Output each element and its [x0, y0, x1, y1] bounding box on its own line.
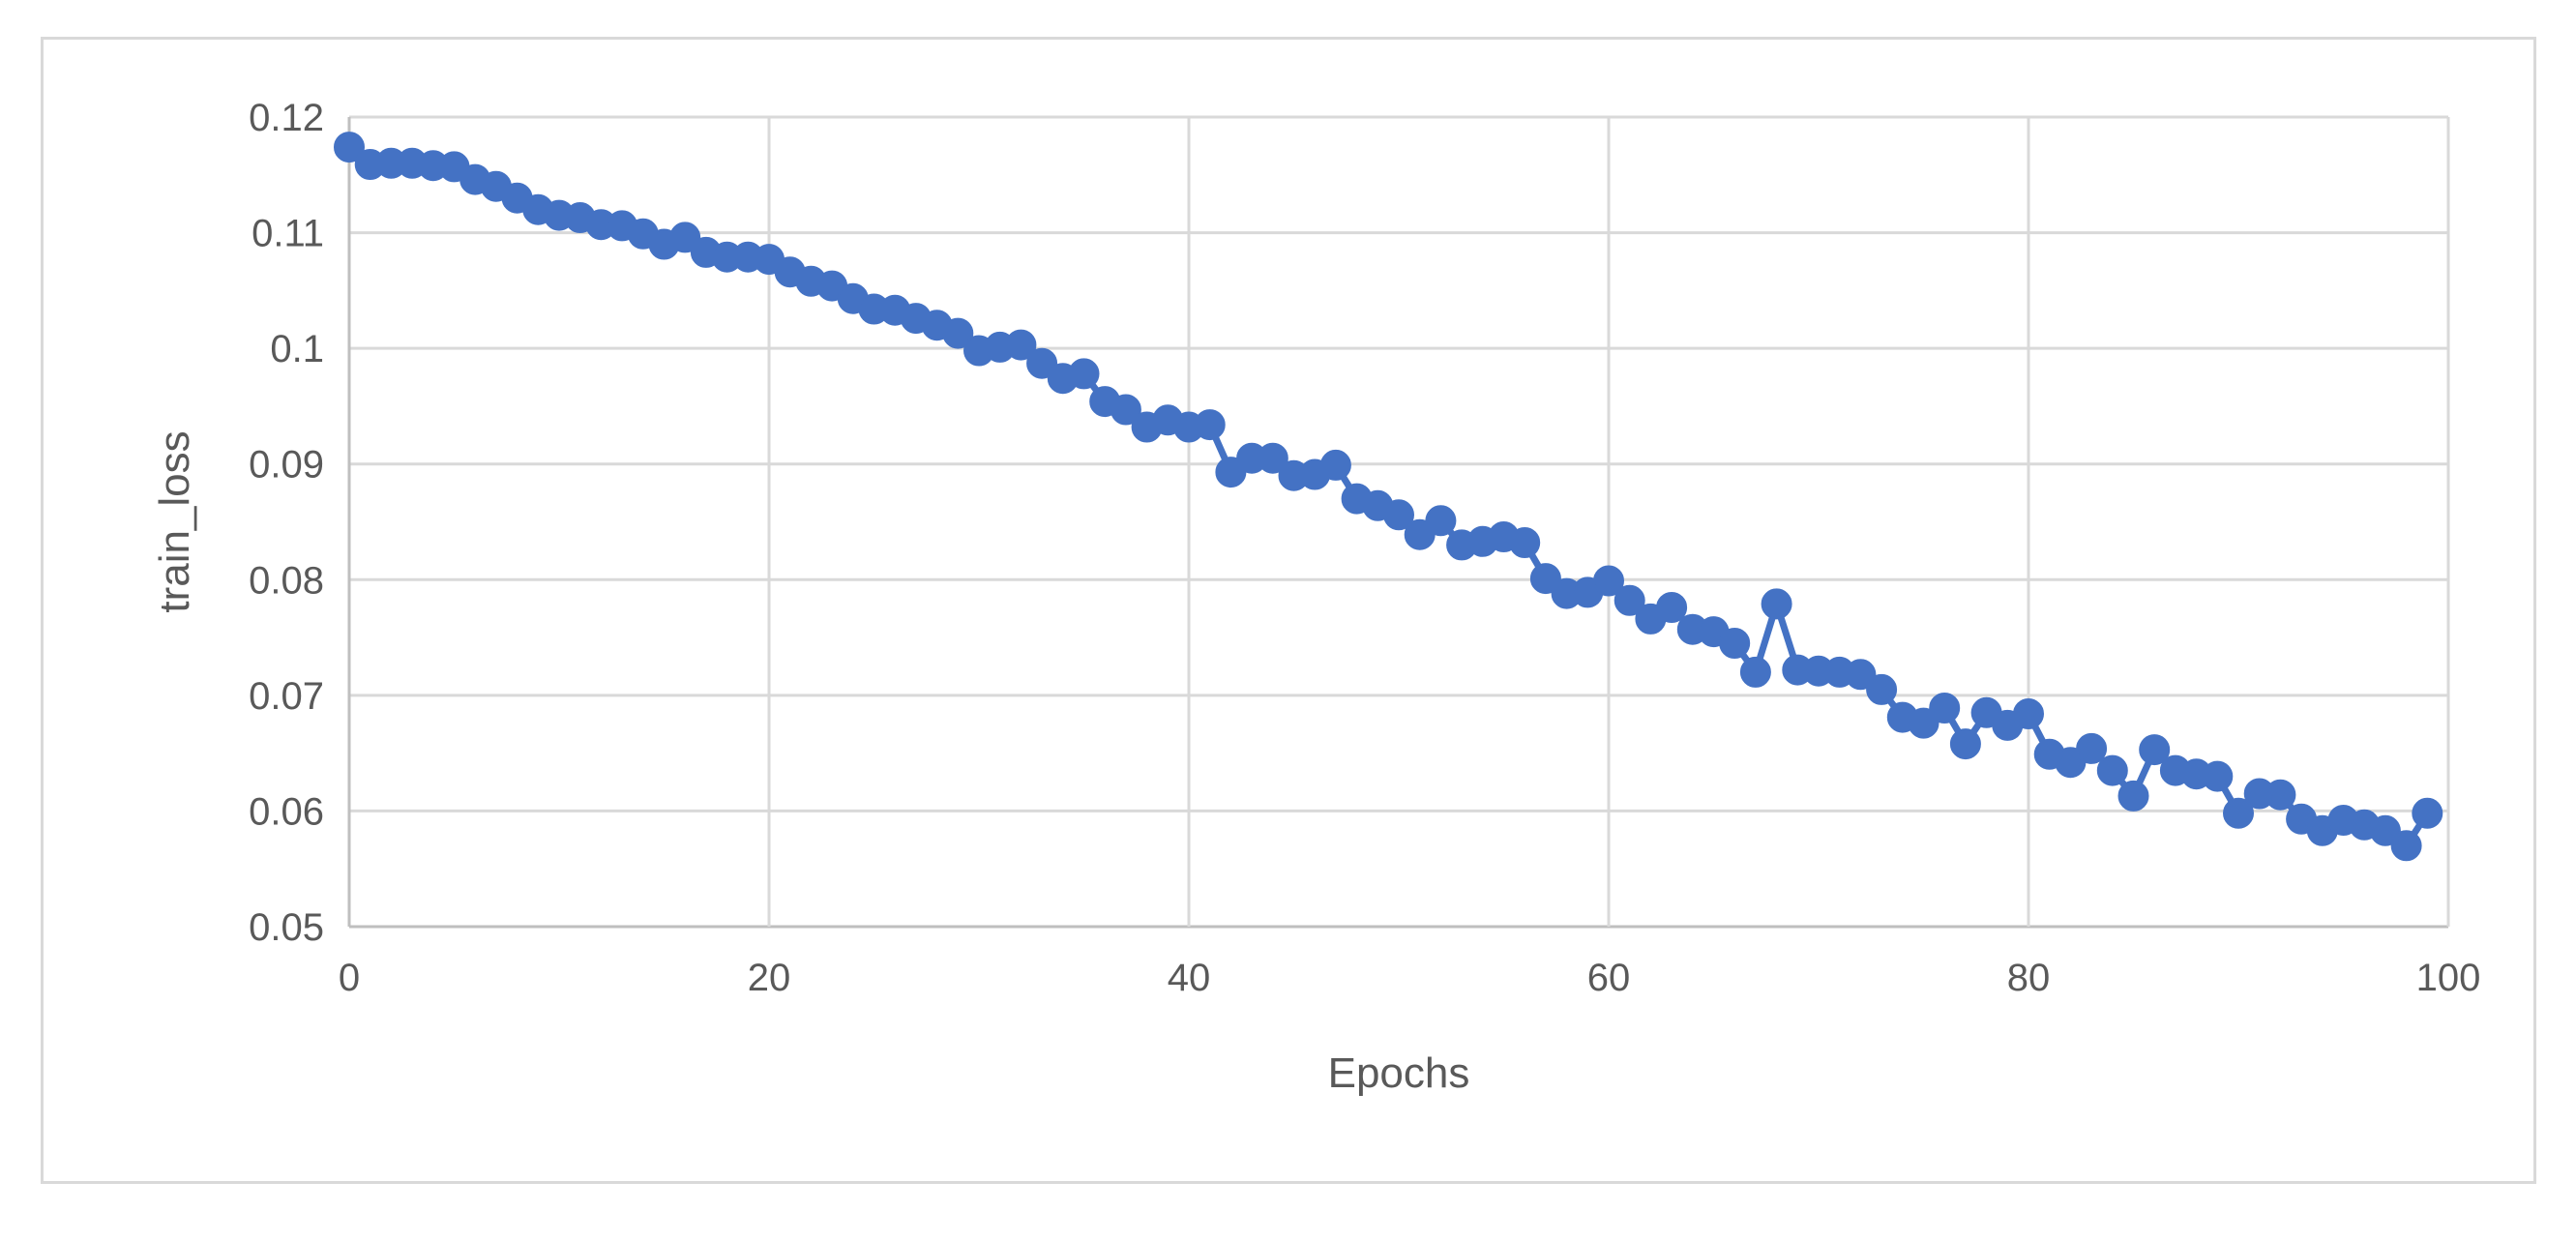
data-point [1026, 347, 1058, 379]
data-point [334, 132, 365, 163]
x-tick-labels: 0 20 40 60 80 100 [339, 957, 2481, 999]
data-point [2202, 760, 2234, 792]
data-point [942, 317, 974, 349]
y-tick-label: 0.11 [252, 213, 324, 255]
x-tick-label: 60 [1587, 957, 1631, 999]
y-tick-label: 0.12 [249, 97, 324, 139]
chart-area: 0.05 0.06 0.07 0.08 0.09 0.1 0.11 0.12 0 20 40 60 80… [41, 37, 2536, 1184]
data-point [1005, 329, 1037, 361]
data-point [1068, 358, 1100, 390]
data-point [2117, 780, 2149, 812]
data-point [2096, 754, 2128, 786]
data-point [2265, 779, 2296, 811]
data-point [1719, 628, 1751, 659]
x-tick-label: 80 [2007, 957, 2051, 999]
data-point [1761, 588, 1792, 620]
data-point [1425, 505, 1457, 537]
data-point [1908, 707, 1939, 739]
y-tick-label: 0.06 [249, 790, 324, 833]
x-axis-title: Epochs [1328, 1049, 1470, 1097]
data-point [2390, 830, 2422, 862]
gridlines [347, 115, 2450, 929]
data-point [1529, 563, 1561, 595]
data-point [2139, 734, 2171, 766]
x-tick-label: 100 [2416, 957, 2481, 999]
series-markers [334, 132, 2443, 862]
y-tick-labels: 0.05 0.06 0.07 0.08 0.09 0.1 0.11 0.12 [249, 97, 324, 949]
data-point [2223, 797, 2254, 829]
data-point [1319, 449, 1351, 481]
data-point [1110, 394, 1141, 426]
y-tick-label: 0.07 [249, 675, 324, 718]
data-point [1257, 442, 1288, 474]
y-tick-label: 0.05 [249, 906, 324, 949]
y-axis-title: train_loss [151, 430, 198, 612]
data-point [2013, 698, 2044, 729]
data-point [1656, 592, 1688, 623]
data-point [1194, 409, 1226, 441]
x-tick-label: 40 [1168, 957, 1211, 999]
data-point [669, 222, 701, 253]
y-tick-label: 0.1 [270, 328, 324, 370]
data-point [1845, 659, 1877, 691]
data-point [1949, 728, 1981, 760]
line-chart: 0.05 0.06 0.07 0.08 0.09 0.1 0.11 0.12 0 20 40 60 80… [151, 97, 2481, 1097]
y-tick-label: 0.09 [249, 444, 324, 487]
data-point [1866, 673, 1898, 705]
data-point [2369, 814, 2401, 846]
data-point [2412, 797, 2443, 829]
data-point [1509, 527, 1541, 558]
data-point [1929, 693, 1961, 724]
data-point [1614, 584, 1645, 616]
data-point [1739, 656, 1771, 688]
data-point [1593, 565, 1624, 597]
y-tick-label: 0.08 [249, 559, 324, 602]
data-point [1383, 499, 1414, 531]
x-tick-label: 20 [748, 957, 791, 999]
x-tick-label: 0 [339, 957, 360, 999]
data-point [2076, 732, 2108, 764]
